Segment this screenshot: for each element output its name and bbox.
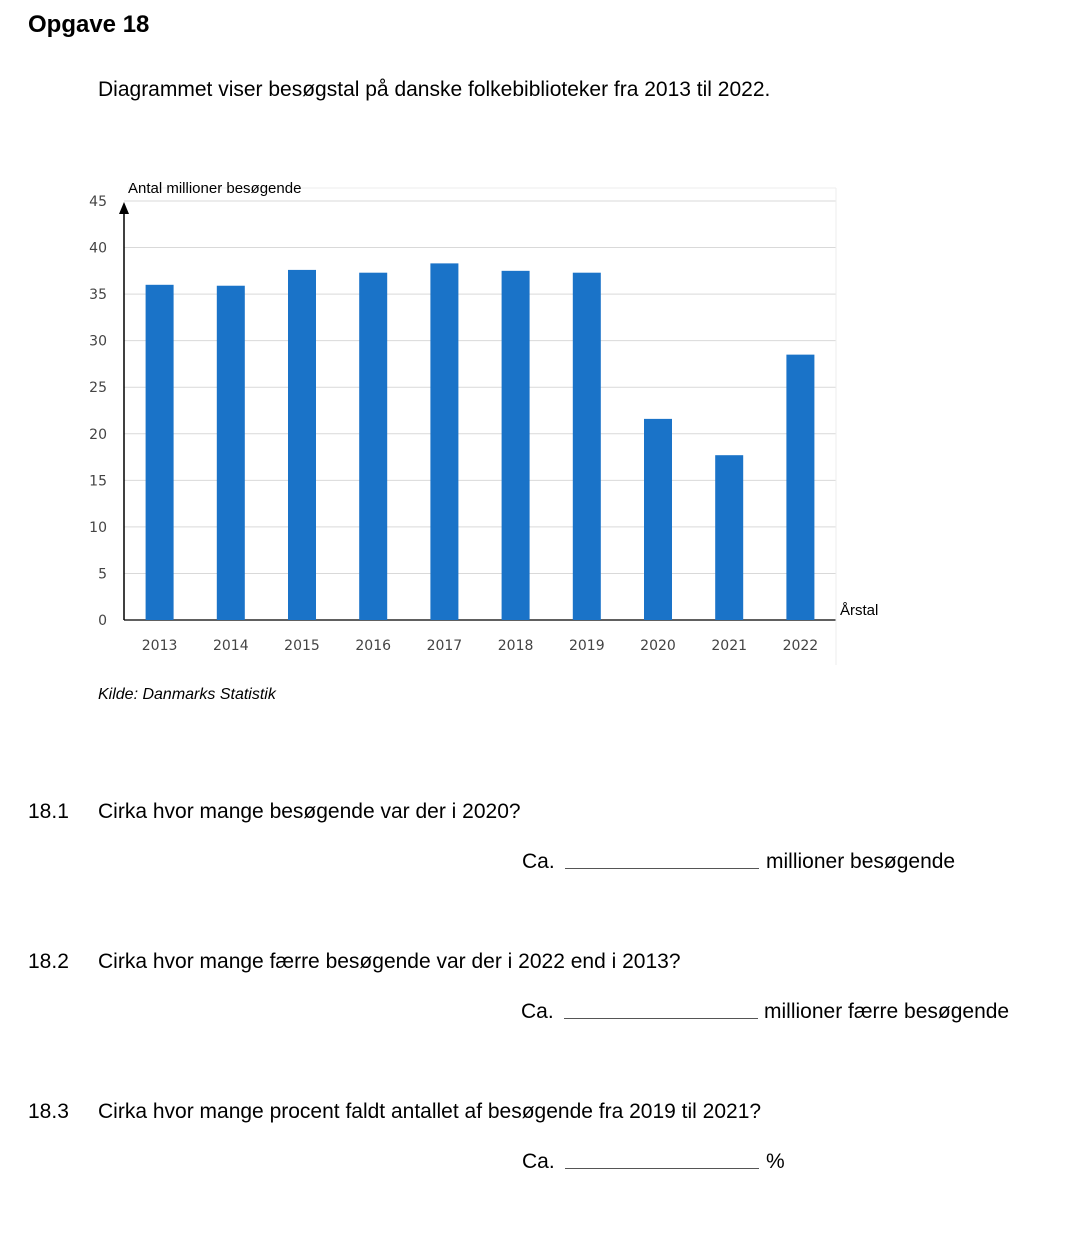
x-tick-label: 2020 bbox=[640, 638, 676, 654]
question-number: 18.2 bbox=[28, 950, 69, 973]
answer-line-18-2[interactable] bbox=[564, 1018, 758, 1019]
question-number: 18.3 bbox=[28, 1100, 69, 1123]
answer-suffix: millioner besøgende bbox=[766, 850, 956, 873]
answer-line-18-1[interactable] bbox=[565, 868, 759, 869]
y-tick-label: 30 bbox=[89, 334, 107, 350]
bar-2019 bbox=[572, 272, 601, 620]
task-title: Opgave 18 bbox=[28, 11, 150, 38]
y-tick-label: 20 bbox=[89, 427, 107, 443]
bar-2015 bbox=[288, 269, 316, 620]
question-text: Cirka hvor mange færre besøgende var der… bbox=[98, 950, 681, 973]
bar-2014 bbox=[216, 285, 245, 620]
x-tick-label: 2022 bbox=[783, 638, 819, 654]
bar-2020 bbox=[644, 418, 672, 620]
y-axis-label: Antal millioner besøgende bbox=[128, 180, 301, 197]
intro-text: Diagrammet viser besøgstal på danske fol… bbox=[98, 78, 771, 101]
answer-suffix: millioner færre besøgende bbox=[764, 1000, 1010, 1023]
answer-prefix: Ca. bbox=[521, 1000, 554, 1023]
source-note: Kilde: Danmarks Statistik bbox=[98, 686, 276, 703]
y-axis-arrow bbox=[119, 202, 129, 214]
x-tick-label: 2021 bbox=[711, 638, 747, 654]
answer-suffix: % bbox=[766, 1150, 785, 1173]
x-tick-labels: 2013 2014 2015 2016 2017 2018 2019 2020 2021 2022 bbox=[142, 638, 818, 654]
question-text: Cirka hvor mange besøgende var der i 202… bbox=[98, 800, 521, 823]
y-tick-label: 35 bbox=[89, 287, 107, 303]
answer-line-18-3[interactable] bbox=[565, 1168, 759, 1169]
x-tick-label: 2015 bbox=[284, 638, 320, 654]
x-tick-label: 2016 bbox=[355, 638, 391, 654]
y-tick-label: 0 bbox=[98, 613, 107, 629]
y-tick-labels: 0 5 10 15 20 25 30 35 40 45 bbox=[89, 194, 107, 629]
chart-bars bbox=[145, 263, 815, 620]
y-tick-label: 25 bbox=[89, 380, 107, 396]
x-tick-label: 2013 bbox=[142, 638, 178, 654]
y-tick-label: 15 bbox=[89, 473, 107, 489]
answer-prefix: Ca. bbox=[522, 850, 555, 873]
x-tick-label: 2019 bbox=[569, 638, 605, 654]
answer-prefix: Ca. bbox=[522, 1150, 555, 1173]
y-tick-label: 5 bbox=[98, 566, 107, 582]
bar-2022 bbox=[786, 354, 815, 620]
x-axis-label: Årstal bbox=[840, 602, 878, 619]
x-tick-label: 2014 bbox=[213, 638, 249, 654]
y-tick-label: 40 bbox=[89, 241, 107, 257]
bar-2013 bbox=[145, 284, 174, 620]
question-text: Cirka hvor mange procent faldt antallet … bbox=[98, 1100, 762, 1123]
y-tick-label: 45 bbox=[89, 194, 107, 210]
bar-2017 bbox=[430, 263, 459, 620]
x-tick-label: 2017 bbox=[427, 638, 463, 654]
question-number: 18.1 bbox=[28, 800, 69, 823]
x-tick-label: 2018 bbox=[498, 638, 534, 654]
bar-2016 bbox=[359, 272, 388, 620]
y-tick-label: 10 bbox=[89, 520, 107, 536]
bar-2021 bbox=[715, 455, 744, 620]
bar-2018 bbox=[501, 270, 530, 620]
